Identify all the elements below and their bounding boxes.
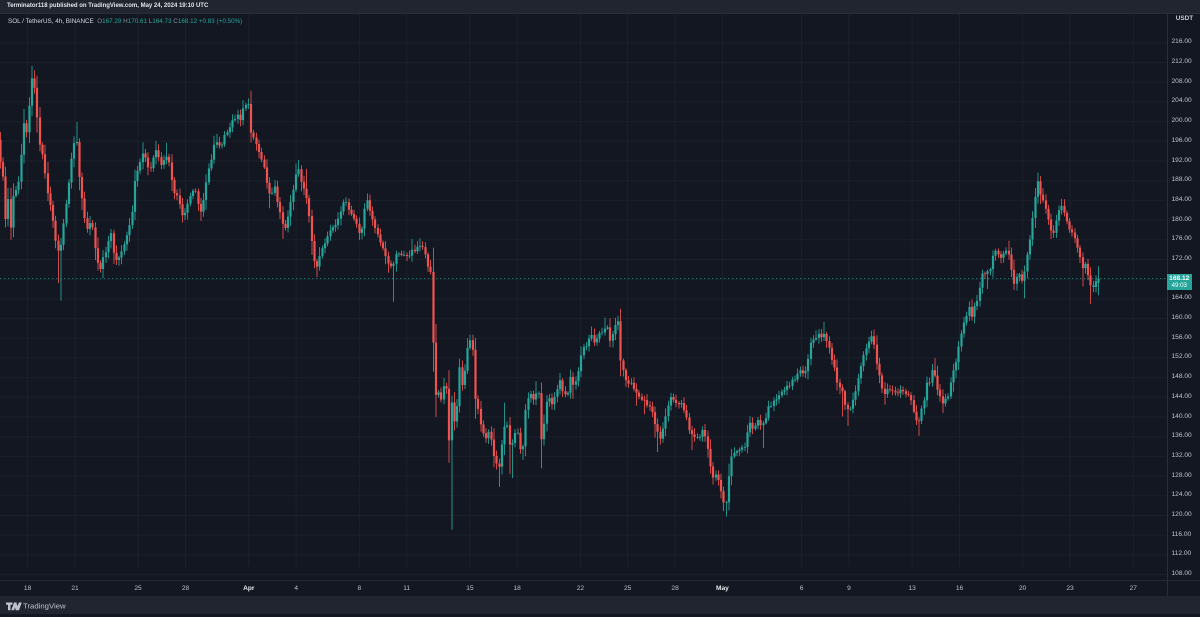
svg-text:TradingView: TradingView (23, 602, 66, 611)
